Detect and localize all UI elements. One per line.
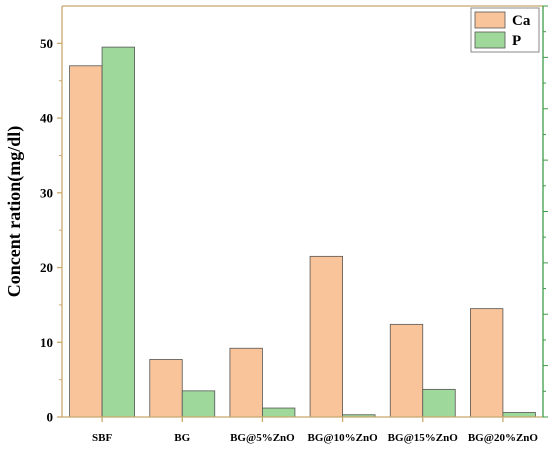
legend-swatch-p	[474, 31, 506, 49]
y-tick-label: 20	[40, 260, 53, 275]
right-ticks-group	[543, 5, 548, 418]
bar-ca-bg-10-zno	[309, 255, 343, 418]
x-tick-label: BG@15%ZnO	[388, 432, 459, 444]
y-tick-label: 50	[40, 36, 53, 51]
legend-label-ca: Ca	[512, 13, 531, 29]
x-tick-label: SBF	[92, 432, 112, 444]
x-tick-label: BG@5%ZnO	[230, 432, 295, 444]
legend-label-p: P	[512, 33, 521, 49]
bar-ca-bg-5-zno	[229, 347, 263, 418]
y-tick-label: 30	[40, 185, 53, 200]
bar-p-bg-5-zno	[262, 407, 296, 418]
x-tick-label: BG@20%ZnO	[468, 432, 539, 444]
x-tick-label: BG	[174, 432, 190, 444]
y-ticks-group: 0 10 20 30 40 50	[40, 36, 62, 425]
bar-p-sbf	[101, 46, 135, 418]
legend: Ca P	[470, 7, 540, 53]
legend-swatch-ca	[474, 11, 506, 29]
y-tick-label: 10	[40, 335, 53, 350]
bar-ca-sbf	[69, 65, 103, 418]
bar-ca-bg	[149, 359, 183, 418]
y-tick-label: 0	[47, 410, 54, 425]
y-tick-label: 40	[40, 111, 53, 126]
x-tick-label: BG@10%ZnO	[308, 432, 379, 444]
bar-ca-bg-20-zno	[470, 308, 504, 418]
bar-p-bg-20-zno	[502, 412, 536, 418]
bar-p-bg	[181, 390, 216, 418]
x-ticks-group: SBF BG BG@5%ZnO BG@10%ZnO BG@15%ZnO BG@20%ZnO	[92, 417, 538, 444]
bar-ca-bg-15-zno	[389, 323, 424, 418]
y-axis-title: Concent ration(mg/dl)	[4, 126, 25, 297]
bars-group	[69, 46, 536, 418]
bar-p-bg-15-zno	[422, 388, 456, 418]
